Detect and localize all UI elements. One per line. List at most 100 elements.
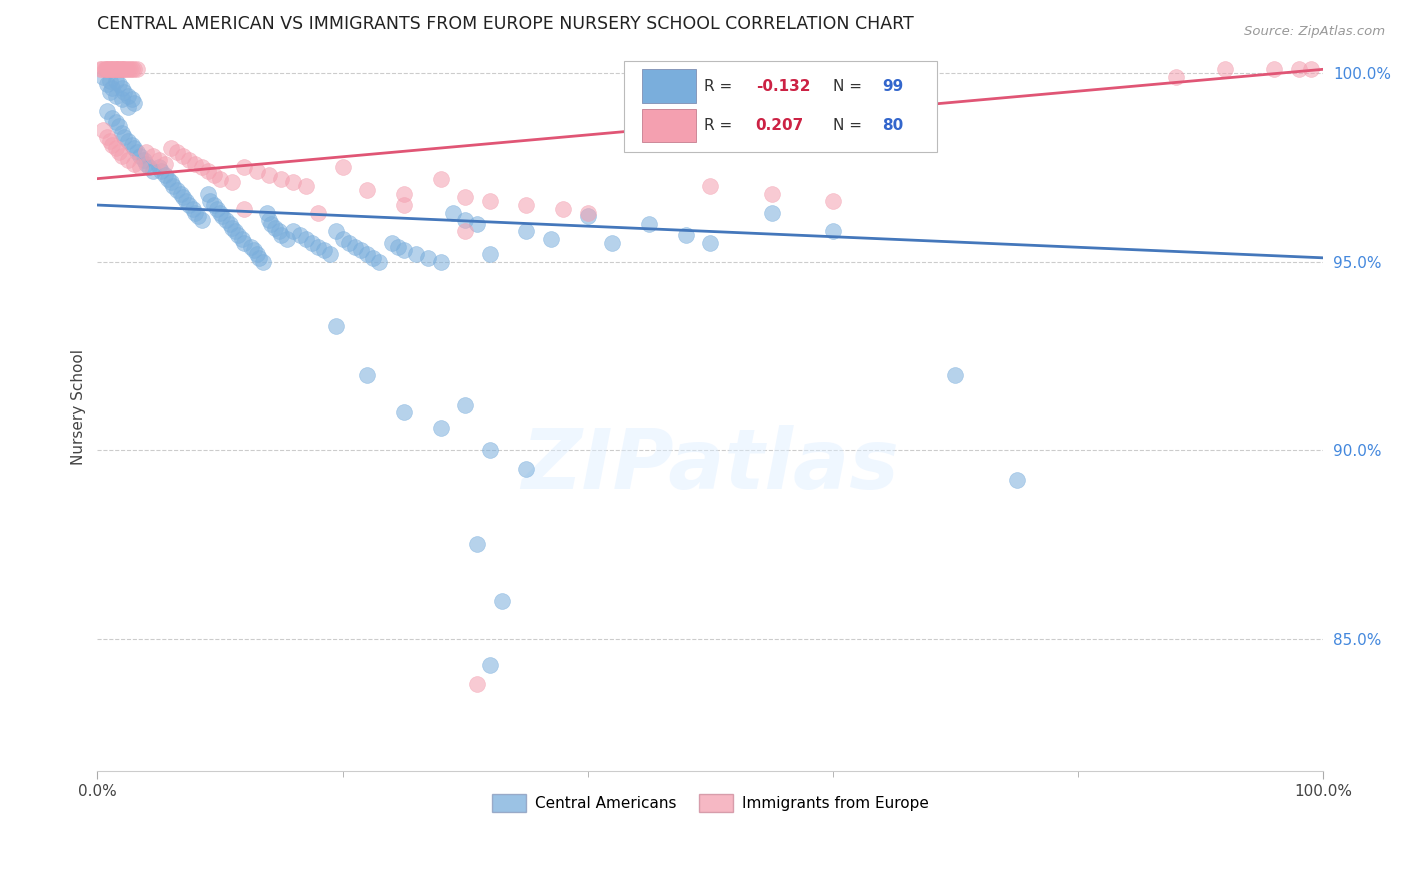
Point (105, 62, 128, 77)
Point (576, 210, 599, 224)
Point (111, 81, 134, 95)
Text: ZIPatlas: ZIPatlas (522, 425, 900, 506)
Point (454, 190, 477, 204)
Point (1263, 62, 1285, 77)
Point (96, 78, 118, 92)
FancyBboxPatch shape (641, 109, 696, 142)
Point (122, 141, 145, 155)
Point (96, 103, 118, 118)
Point (202, 198, 225, 212)
Text: R =: R = (704, 118, 737, 133)
Point (197, 186, 219, 201)
Point (392, 244, 415, 258)
Point (91, 62, 114, 77)
Point (101, 137, 124, 152)
Point (301, 235, 323, 250)
Point (190, 161, 212, 175)
Point (108, 145, 131, 160)
Point (314, 244, 336, 258)
Point (121, 92, 143, 106)
Point (270, 171, 292, 186)
Point (267, 224, 290, 238)
Point (515, 224, 537, 238)
Point (170, 186, 193, 201)
Point (288, 228, 311, 243)
Point (307, 205, 329, 219)
Point (104, 62, 127, 77)
Point (218, 217, 240, 231)
Text: N =: N = (832, 118, 866, 133)
Point (821, 194, 844, 209)
Point (387, 239, 409, 253)
Point (172, 149, 194, 163)
Y-axis label: Nursery School: Nursery School (72, 349, 86, 465)
Point (319, 247, 342, 261)
Point (174, 194, 197, 209)
Point (93, 70, 115, 84)
Point (114, 62, 136, 77)
Point (208, 171, 231, 186)
Point (107, 62, 129, 77)
Point (600, 235, 623, 250)
Point (117, 62, 139, 77)
Point (93, 62, 115, 77)
Point (125, 62, 148, 77)
Point (467, 537, 489, 551)
Point (491, 594, 513, 608)
Point (276, 232, 298, 246)
Text: N =: N = (832, 78, 866, 94)
Point (162, 179, 184, 194)
Point (307, 239, 329, 253)
Point (243, 244, 266, 258)
Point (132, 153, 155, 167)
Point (129, 161, 152, 175)
Point (101, 62, 124, 77)
Point (252, 254, 274, 268)
Point (104, 115, 127, 129)
Point (343, 239, 366, 253)
Point (117, 153, 139, 167)
Point (148, 153, 170, 167)
Text: 0.207: 0.207 (755, 118, 804, 133)
Point (208, 205, 231, 219)
Point (478, 658, 501, 673)
Point (100, 62, 122, 77)
Point (111, 127, 134, 141)
Text: 99: 99 (882, 78, 903, 94)
Text: -0.132: -0.132 (755, 78, 810, 94)
Point (141, 149, 163, 163)
Point (246, 164, 269, 178)
Point (96, 130, 118, 145)
Point (160, 141, 183, 155)
Point (325, 224, 347, 238)
Point (1299, 62, 1322, 77)
Point (89, 62, 111, 77)
Point (190, 213, 212, 227)
Point (181, 202, 204, 216)
Point (108, 78, 131, 92)
Point (247, 251, 270, 265)
Point (172, 190, 194, 204)
Point (553, 202, 575, 216)
Point (257, 168, 280, 182)
Point (141, 164, 163, 178)
Point (148, 161, 170, 175)
Point (337, 235, 360, 250)
Point (294, 232, 316, 246)
Point (108, 62, 131, 77)
Point (576, 205, 599, 219)
Point (264, 220, 287, 235)
Point (129, 149, 152, 163)
Point (270, 228, 292, 243)
Text: 80: 80 (882, 118, 903, 133)
Point (93, 122, 115, 136)
Point (478, 247, 501, 261)
Point (361, 251, 384, 265)
Point (184, 156, 207, 170)
Point (429, 420, 451, 434)
Point (120, 62, 142, 77)
Point (207, 202, 229, 216)
Point (761, 186, 783, 201)
Point (228, 228, 250, 243)
Point (215, 213, 238, 227)
